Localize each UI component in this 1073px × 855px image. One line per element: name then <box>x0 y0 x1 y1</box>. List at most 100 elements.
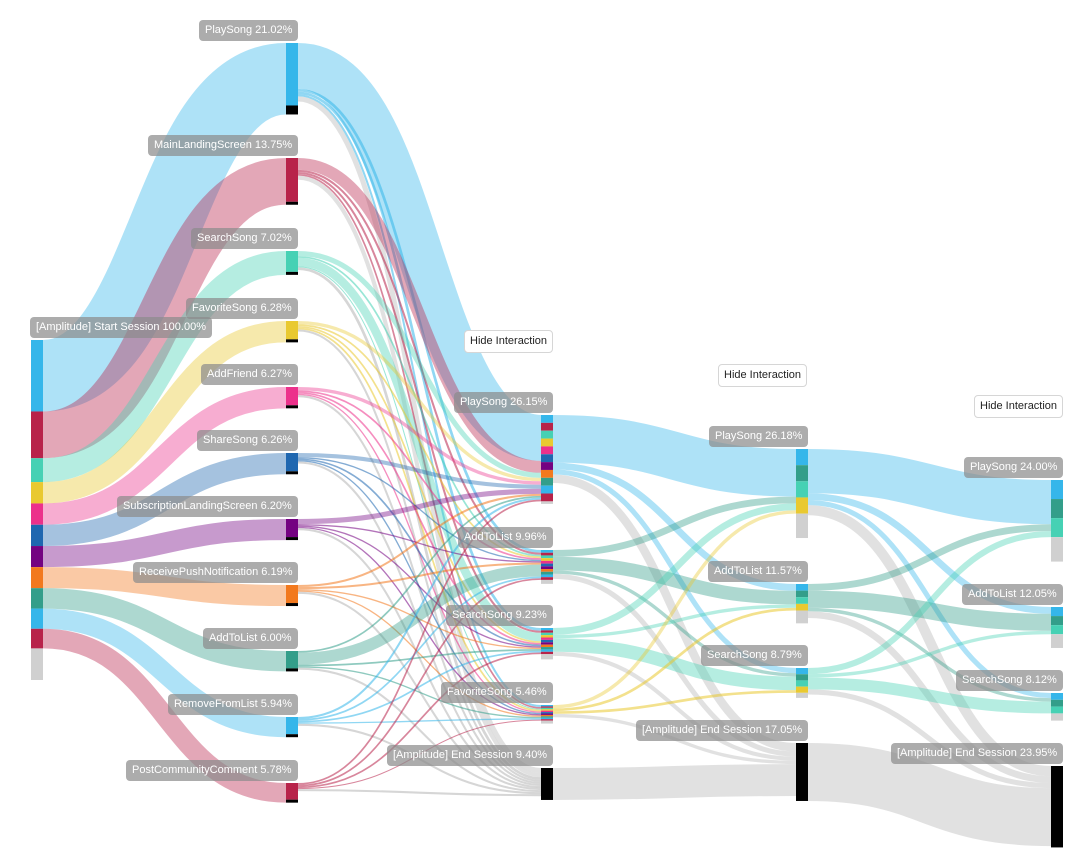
link-addtolist-to-amplitude-end-session[interactable] <box>552 573 797 757</box>
link-sharesong-to-playsong[interactable] <box>297 453 542 489</box>
link-addtolist-to-addtolist[interactable] <box>807 590 1052 631</box>
node-step2-addtolist-dropoff <box>286 668 298 672</box>
link-playsong-to-addtolist[interactable] <box>297 88 542 553</box>
node-step3-favoritesong-segment <box>541 712 553 714</box>
link-removefromlist-to-addtolist[interactable] <box>297 576 542 721</box>
node-step5-addtolist-continue <box>1051 634 1063 648</box>
link-searchsong-to-amplitude-end-session[interactable] <box>807 689 1052 789</box>
node-step2-receivepushnotification <box>286 585 298 604</box>
node-step3-addtolist-segment <box>541 571 553 575</box>
node-step3-addtolist-continue <box>541 579 553 584</box>
link-addfriend-to-searchsong[interactable] <box>297 392 542 645</box>
link-searchsong-to-searchsong[interactable] <box>552 638 797 691</box>
link-sharesong-to-searchsong[interactable] <box>297 458 542 647</box>
link-amplitude-end-session-to-amplitude-end-session[interactable] <box>552 764 797 800</box>
node-step3-favoritesong-segment <box>541 706 553 708</box>
link-searchsong-to-playsong[interactable] <box>552 503 797 635</box>
link-subscriptionlandingscreen-to-playsong[interactable] <box>297 488 542 525</box>
link-searchsong-to-playsong[interactable] <box>807 531 1052 675</box>
link-subscriptionlandingscreen-to-favoritesong[interactable] <box>297 526 542 716</box>
link-receivepushnotification-to-favoritesong[interactable] <box>297 590 542 717</box>
link-mainlandingscreen-to-playsong[interactable] <box>297 158 542 473</box>
link-addtolist-to-addtolist[interactable] <box>552 556 797 605</box>
link-addtolist-to-amplitude-end-session[interactable] <box>807 611 1052 783</box>
link-addfriend-to-playsong[interactable] <box>297 387 542 485</box>
link-removefromlist-to-searchsong[interactable] <box>297 650 542 723</box>
link-sharesong-to-amplitude-end-session[interactable] <box>297 461 542 787</box>
node-label-step1-amplitude-start-session: [Amplitude] Start Session 100.00% <box>30 317 212 338</box>
link-addtolist-to-searchsong[interactable] <box>807 607 1052 702</box>
node-label-step4-searchsong: SearchSong 8.79% <box>701 645 808 666</box>
link-subscriptionlandingscreen-to-searchsong[interactable] <box>297 525 542 648</box>
node-step3-searchsong-continue <box>541 654 553 660</box>
node-step3-favoritesong-segment <box>541 707 553 710</box>
node-step4-searchsong-continue <box>796 692 808 698</box>
link-amplitude-start-session-to-mainlandingscreen[interactable] <box>41 158 288 459</box>
link-playsong-to-playsong[interactable] <box>807 449 1052 525</box>
hide-interaction-button-step-3[interactable]: Hide Interaction <box>718 364 808 387</box>
node-step3-addtolist-segment <box>541 560 553 564</box>
node-label-step2-mainlandingscreen: MainLandingScreen 13.75% <box>148 135 299 156</box>
link-favoritesong-to-searchsong[interactable] <box>552 690 797 714</box>
link-receivepushnotification-to-amplitude-end-session[interactable] <box>297 591 542 791</box>
node-step5-playsong-segment <box>1051 518 1063 538</box>
link-searchsong-to-addtolist[interactable] <box>807 630 1052 678</box>
link-addtolist-to-searchsong[interactable] <box>297 649 542 667</box>
link-addtolist-to-playsong[interactable] <box>297 495 542 653</box>
node-step4-addtolist-continue <box>796 610 808 624</box>
hide-interaction-button-step-4[interactable]: Hide Interaction <box>974 395 1064 418</box>
link-amplitude-start-session-to-searchsong[interactable] <box>42 251 287 483</box>
node-label-step2-searchsong: SearchSong 7.02% <box>191 228 298 249</box>
link-subscriptionlandingscreen-to-addtolist[interactable] <box>297 524 542 563</box>
link-amplitude-end-session-to-amplitude-end-session[interactable] <box>807 743 1052 847</box>
link-searchsong-to-playsong[interactable] <box>297 251 542 478</box>
link-playsong-to-amplitude-end-session[interactable] <box>297 96 542 774</box>
link-searchsong-to-addtolist[interactable] <box>552 604 797 639</box>
link-amplitude-start-session-to-addtolist[interactable] <box>42 588 287 672</box>
node-label-step3-searchsong: SearchSong 9.23% <box>446 605 553 626</box>
link-postcommunitycomment-to-amplitude-end-session[interactable] <box>297 789 542 797</box>
link-removefromlist-to-playsong[interactable] <box>297 497 542 720</box>
link-amplitude-start-session-to-subscriptionlandingscreen[interactable] <box>42 519 287 568</box>
link-postcommunitycomment-to-playsong[interactable] <box>297 499 542 785</box>
node-step1-amplitude-start-session-dropoff <box>31 648 43 680</box>
link-searchsong-to-amplitude-end-session[interactable] <box>552 651 797 761</box>
link-addtolist-to-playsong[interactable] <box>807 524 1052 591</box>
node-step3-playsong-segment <box>541 446 553 455</box>
link-playsong-to-playsong[interactable] <box>295 43 544 461</box>
link-receivepushnotification-to-playsong[interactable] <box>297 493 542 588</box>
node-step4-addtolist-segment <box>796 584 808 591</box>
link-addtolist-to-searchsong[interactable] <box>552 570 797 677</box>
link-postcommunitycomment-to-addtolist[interactable] <box>297 578 542 787</box>
link-searchsong-to-searchsong[interactable] <box>807 677 1052 714</box>
link-playsong-to-playsong[interactable] <box>552 415 797 497</box>
link-receivepushnotification-to-searchsong[interactable] <box>297 589 542 650</box>
link-addfriend-to-addtolist[interactable] <box>297 390 542 560</box>
link-sharesong-to-addtolist[interactable] <box>297 457 542 562</box>
node-step3-playsong-segment <box>541 415 553 423</box>
link-addtolist-to-playsong[interactable] <box>552 496 797 557</box>
node-step5-playsong-segment <box>1051 499 1063 519</box>
node-step4-amplitude-end-session <box>796 743 808 801</box>
link-amplitude-start-session-to-addfriend[interactable] <box>42 387 287 525</box>
link-amplitude-start-session-to-removefromlist[interactable] <box>42 608 287 738</box>
link-postcommunitycomment-to-searchsong[interactable] <box>297 652 542 789</box>
link-addtolist-to-amplitude-end-session[interactable] <box>297 667 542 793</box>
node-step1-amplitude-start-session-segment-addfriend <box>31 503 43 525</box>
link-addtolist-to-favoritesong[interactable] <box>297 666 542 719</box>
link-amplitude-start-session-to-postcommunitycomment[interactable] <box>42 628 287 803</box>
link-favoritesong-to-addtolist[interactable] <box>552 607 797 712</box>
node-step5-addtolist-segment <box>1051 625 1063 635</box>
node-step3-searchsong-segment <box>541 628 553 631</box>
link-amplitude-start-session-to-playsong[interactable] <box>39 43 290 412</box>
link-amplitude-start-session-to-favoritesong[interactable] <box>42 321 287 504</box>
link-favoritesong-to-playsong[interactable] <box>297 321 542 482</box>
node-step2-favoritesong <box>286 321 298 340</box>
link-addtolist-to-addtolist[interactable] <box>297 564 542 665</box>
node-label-step2-removefromlist: RemoveFromList 5.94% <box>168 694 298 715</box>
link-amplitude-start-session-to-receivepushnotification[interactable] <box>42 567 287 607</box>
node-step1-amplitude-start-session-segment-sharesong <box>31 524 43 547</box>
link-favoritesong-to-playsong[interactable] <box>552 510 797 709</box>
hide-interaction-button-step-2[interactable]: Hide Interaction <box>464 330 554 353</box>
link-receivepushnotification-to-addtolist[interactable] <box>297 562 542 590</box>
